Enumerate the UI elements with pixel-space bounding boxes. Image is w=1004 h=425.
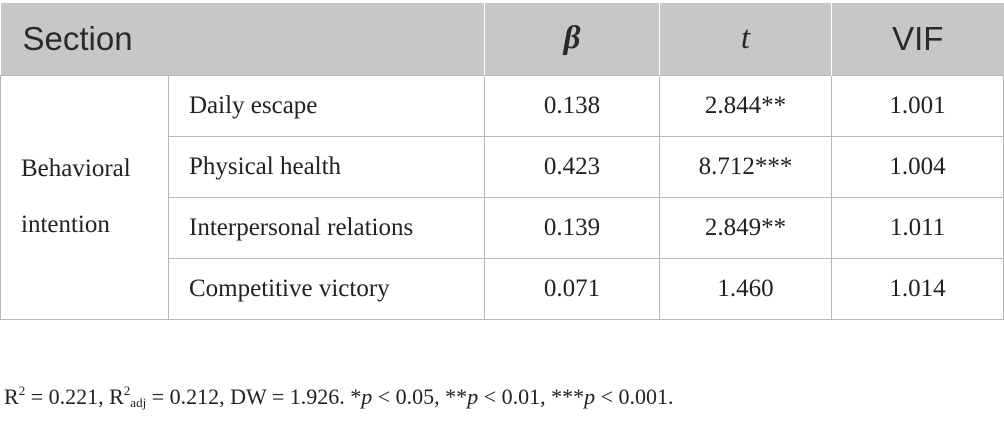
table-row: Behavioral intention Daily escape 0.138 2… <box>0 74 1004 320</box>
row-t: 8.712*** <box>659 135 833 198</box>
row-section: Competitive victory <box>167 257 486 320</box>
header-vif: VIF <box>831 3 1004 75</box>
table-body: Behavioral intention Daily escape 0.138 2… <box>0 74 1004 320</box>
row-beta: 0.071 <box>484 257 661 320</box>
table-footnote: R2 = 0.221, R2adj = 0.212, DW = 1.926. *… <box>4 383 674 411</box>
row-beta: 0.139 <box>484 196 661 259</box>
group-label-line2: intention <box>21 211 110 238</box>
footnote-p1-value: < 0.05, ** <box>372 384 468 409</box>
row-vif: 1.001 <box>831 74 1004 137</box>
row-section: Interpersonal relations <box>167 196 486 259</box>
footnote-r2adj-sub: adj <box>130 395 147 410</box>
footnote-r2-label: R <box>4 384 19 409</box>
row-section: Daily escape <box>167 74 486 137</box>
header-beta: β <box>484 3 660 75</box>
header-section: Section <box>22 19 133 57</box>
row-beta: 0.138 <box>484 74 661 137</box>
footnote-r2adj-value: = 0.212, DW = 1.926. * <box>146 384 362 409</box>
footnote-r2-sup: 2 <box>18 383 26 398</box>
row-vif: 1.014 <box>831 257 1004 320</box>
row-t: 2.849** <box>659 196 833 259</box>
row-beta: 0.423 <box>484 135 661 198</box>
table-header: Section β t VIF <box>0 3 1004 75</box>
row-vif: 1.004 <box>831 135 1004 198</box>
row-section: Physical health <box>167 135 486 198</box>
footnote-p1: p <box>361 384 373 409</box>
footnote-r2adj-sup: 2 <box>123 383 131 398</box>
row-t: 2.844** <box>659 74 833 137</box>
footnote-p3: p <box>584 384 596 409</box>
footnote-r2-value: = 0.221, <box>25 384 110 409</box>
table-row: Interpersonal relations 0.139 2.849** 1.… <box>1 196 1004 259</box>
group-label-behavioral-intention: Behavioral intention <box>0 74 169 320</box>
regression-table: Section β t VIF Behavioral intention Dail… <box>0 3 1004 320</box>
group-label-line1: Behavioral <box>21 155 131 182</box>
footnote-p2-value: < 0.01, *** <box>478 384 585 409</box>
footnote-r2adj-label: R <box>109 384 124 409</box>
header-t: t <box>659 3 832 75</box>
header-row: Section β t VIF <box>0 3 1004 75</box>
footnote-p2: p <box>467 384 479 409</box>
table-row: Competitive victory 0.071 1.460 1.014 <box>1 257 1004 320</box>
footnote-p3-value: < 0.001. <box>595 384 674 409</box>
row-t: 1.460 <box>659 257 833 320</box>
row-vif: 1.011 <box>831 196 1004 259</box>
